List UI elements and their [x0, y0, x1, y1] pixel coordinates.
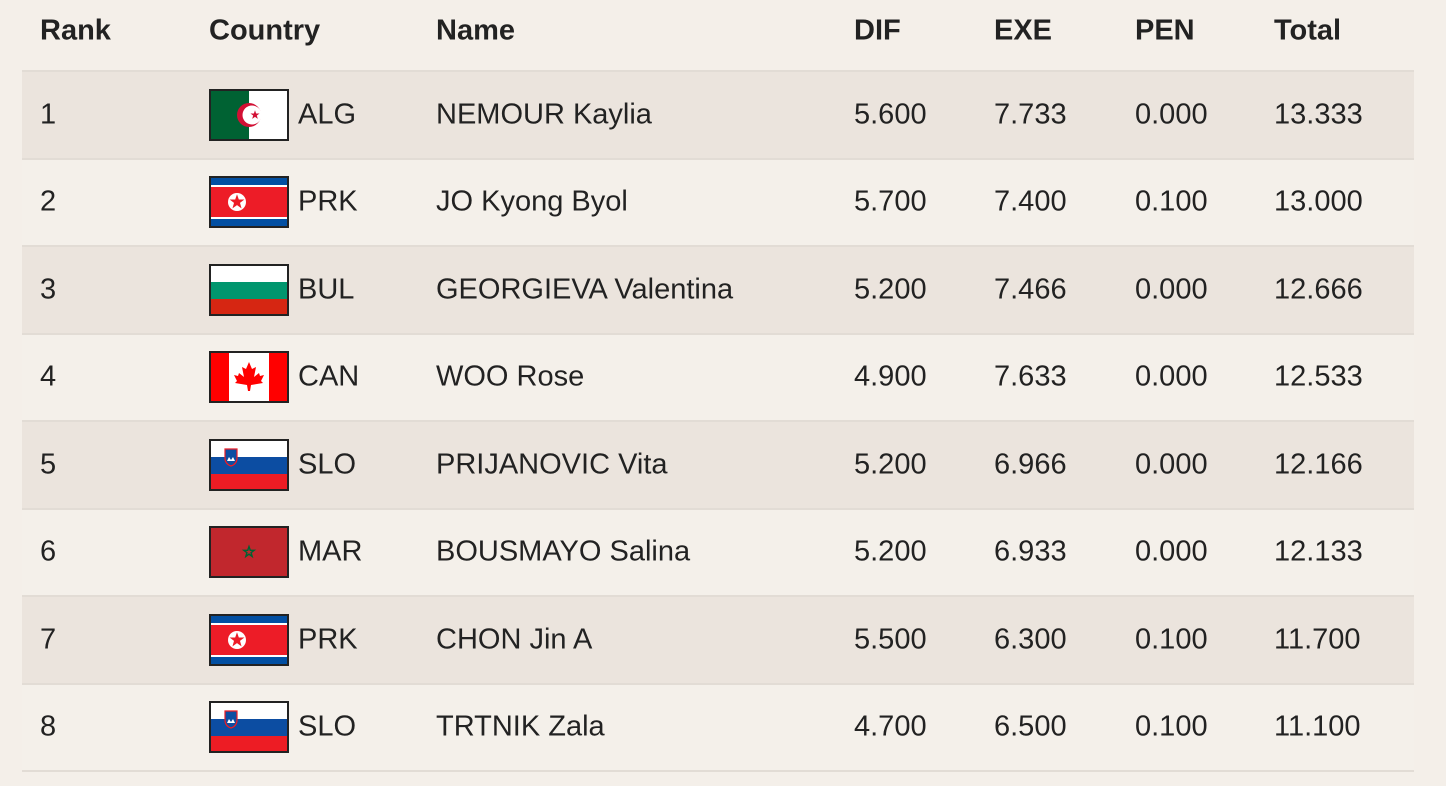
dif: 4.900 [854, 360, 927, 393]
table-row: 7 PRK CHON Jin A 5.500 6.300 0.100 11.700 [22, 595, 1414, 683]
country-code: PRK [298, 185, 358, 218]
pen: 0.100 [1135, 623, 1208, 656]
dif: 4.700 [854, 710, 927, 743]
exe: 7.400 [994, 185, 1067, 218]
country-code: CAN [298, 360, 360, 393]
total: 13.000 [1274, 185, 1363, 218]
header: Rank [40, 14, 111, 47]
exe: 6.500 [994, 710, 1067, 743]
rank: 6 [40, 535, 57, 568]
country-code: SLO [298, 448, 357, 481]
rank: 7 [40, 623, 57, 656]
athlete-name: TRTNIK Zala [436, 710, 605, 743]
table-row: 6 MAR BOUSMAYO Salina 5.200 6.933 0.000 12.133 [22, 507, 1414, 595]
flag [209, 89, 289, 141]
exe: 7.633 [994, 360, 1067, 393]
athlete-name: PRIJANOVIC Vita [436, 448, 668, 481]
exe: 6.300 [994, 623, 1067, 656]
header: DIF [854, 14, 901, 47]
dif: 5.200 [854, 448, 927, 481]
dif: 5.200 [854, 535, 927, 568]
exe: 7.733 [994, 98, 1067, 131]
table-row: 5 SLO PRIJANOVIC Vita 5.200 6.966 0.000 12.166 [22, 420, 1414, 508]
header: Total [1274, 14, 1342, 47]
flag [209, 526, 289, 578]
country-code: MAR [298, 535, 363, 568]
rank: 2 [40, 185, 57, 218]
athlete-name: NEMOUR Kaylia [436, 98, 652, 131]
rank: 1 [40, 98, 57, 131]
total: 12.166 [1274, 448, 1363, 481]
table-row: 4 CAN WOO Rose 4.900 7.633 0.000 12.533 [22, 332, 1414, 420]
exe: 7.466 [994, 273, 1067, 306]
dif: 5.200 [854, 273, 927, 306]
exe: 6.966 [994, 448, 1067, 481]
pen: 0.100 [1135, 710, 1208, 743]
flag [209, 701, 289, 753]
rank: 8 [40, 710, 57, 743]
country-code: ALG [298, 98, 357, 131]
pen: 0.000 [1135, 448, 1208, 481]
dif: 5.600 [854, 98, 927, 131]
athlete-name: CHON Jin A [436, 623, 593, 656]
table-row: 8 SLO TRTNIK Zala 4.700 6.500 0.100 11.100 [22, 682, 1414, 770]
total: 12.666 [1274, 273, 1363, 306]
athlete-name: BOUSMAYO Salina [436, 535, 691, 568]
total: 12.133 [1274, 535, 1363, 568]
rank: 5 [40, 448, 57, 481]
dif: 5.700 [854, 185, 927, 218]
athlete-name: WOO Rose [436, 360, 585, 393]
table-bottom-border [22, 770, 1414, 772]
country-code: BUL [298, 273, 355, 306]
dif: 5.500 [854, 623, 927, 656]
header: Country [209, 14, 321, 47]
total: 12.533 [1274, 360, 1363, 393]
pen: 0.000 [1135, 273, 1208, 306]
flag [209, 439, 289, 491]
table-row: 3 BUL GEORGIEVA Valentina 5.200 7.466 0.000 12… [22, 245, 1414, 333]
athlete-name: GEORGIEVA Valentina [436, 273, 734, 306]
rank: 4 [40, 360, 57, 393]
table-row: 1 ALG NEMOUR Kaylia 5.600 7.733 0.000 13.333 [22, 70, 1414, 158]
pen: 0.100 [1135, 185, 1208, 218]
flag [209, 351, 289, 403]
flag [209, 264, 289, 316]
header-row: Rank Country Name DIF EXE PEN Total [22, 0, 1414, 70]
pen: 0.000 [1135, 98, 1208, 131]
header: EXE [994, 14, 1053, 47]
total: 11.100 [1274, 710, 1361, 743]
country-code: SLO [298, 710, 357, 743]
country-code: PRK [298, 623, 358, 656]
athlete-name: JO Kyong Byol [436, 185, 628, 218]
pen: 0.000 [1135, 535, 1208, 568]
header: PEN [1135, 14, 1195, 47]
flag [209, 614, 289, 666]
table-row: 2 PRK JO Kyong Byol 5.700 7.400 0.100 13.000 [22, 157, 1414, 245]
total: 13.333 [1274, 98, 1363, 131]
flag [209, 176, 289, 228]
pen: 0.000 [1135, 360, 1208, 393]
header: Name [436, 14, 515, 47]
total: 11.700 [1274, 623, 1361, 656]
rank: 3 [40, 273, 57, 306]
exe: 6.933 [994, 535, 1067, 568]
